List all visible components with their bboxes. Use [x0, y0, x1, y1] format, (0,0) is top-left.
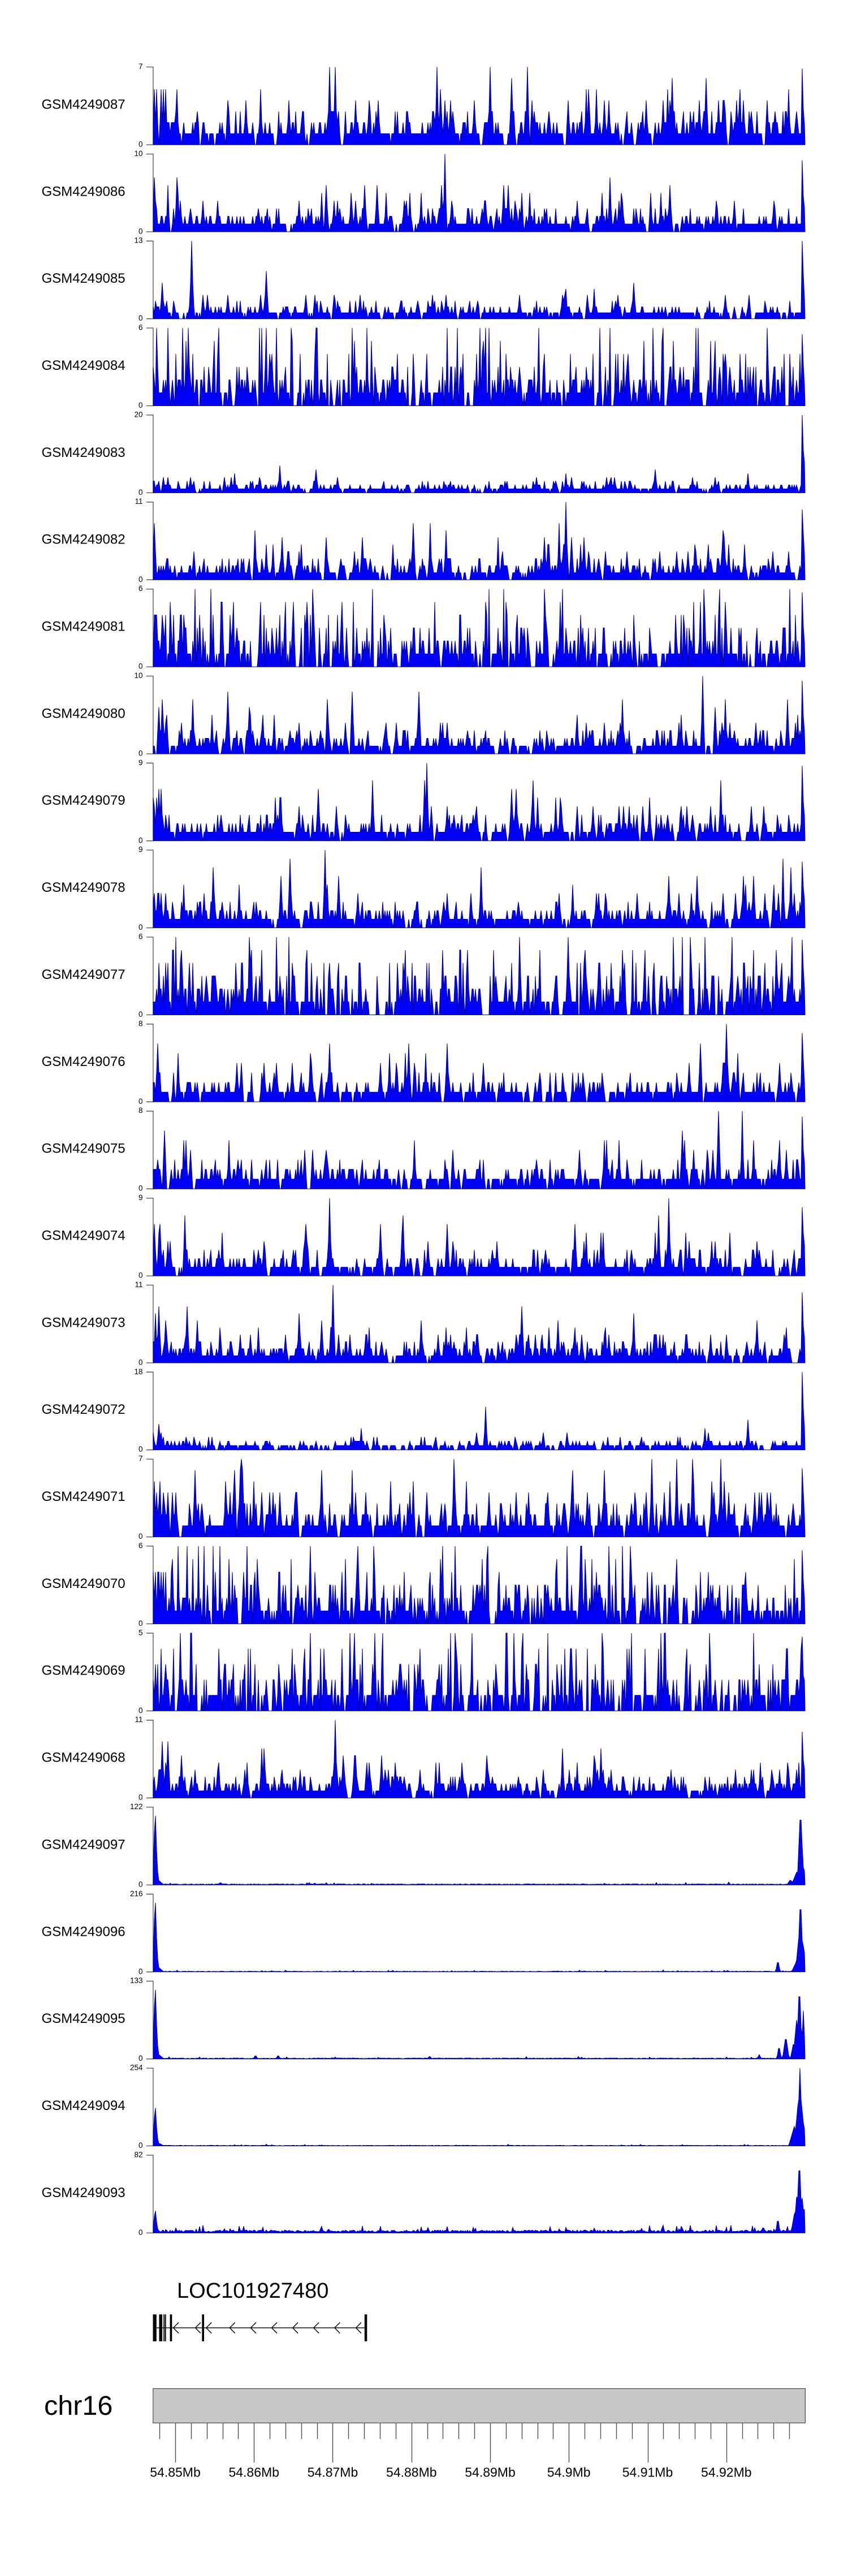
svg-text:0: 0 [139, 2141, 143, 2150]
svg-text:20: 20 [134, 410, 142, 418]
svg-text:0: 0 [139, 227, 143, 235]
svg-text:0: 0 [139, 314, 143, 322]
svg-text:GSM4249078: GSM4249078 [41, 880, 125, 895]
svg-text:0: 0 [139, 1880, 143, 1889]
svg-text:GSM4249084: GSM4249084 [41, 358, 125, 373]
svg-text:54.9Mb: 54.9Mb [547, 2465, 591, 2480]
svg-text:6: 6 [139, 323, 143, 332]
svg-text:6: 6 [139, 1541, 143, 1550]
svg-text:0: 0 [139, 1445, 143, 1453]
svg-text:GSM4249085: GSM4249085 [41, 271, 125, 286]
svg-text:0: 0 [139, 1532, 143, 1541]
svg-text:0: 0 [139, 1010, 143, 1019]
svg-text:11: 11 [135, 1280, 142, 1289]
svg-text:6: 6 [139, 584, 143, 593]
svg-text:GSM4249073: GSM4249073 [41, 1315, 125, 1330]
svg-text:122: 122 [130, 1802, 143, 1811]
svg-text:10: 10 [134, 671, 142, 680]
svg-text:0: 0 [139, 140, 143, 149]
svg-text:0: 0 [139, 401, 143, 409]
svg-text:54.88Mb: 54.88Mb [386, 2465, 437, 2480]
svg-text:chr16: chr16 [44, 2391, 113, 2421]
svg-text:216: 216 [130, 1889, 143, 1898]
svg-text:0: 0 [139, 1184, 143, 1193]
svg-text:82: 82 [134, 2150, 142, 2159]
svg-text:0: 0 [139, 575, 143, 584]
svg-text:0: 0 [139, 749, 143, 758]
svg-text:GSM4249072: GSM4249072 [41, 1402, 125, 1417]
svg-text:0: 0 [139, 1358, 143, 1366]
svg-text:GSM4249082: GSM4249082 [41, 532, 125, 547]
svg-text:9: 9 [139, 758, 143, 767]
svg-text:54.92Mb: 54.92Mb [701, 2465, 752, 2480]
svg-text:GSM4249071: GSM4249071 [41, 1489, 125, 1504]
svg-text:0: 0 [139, 1967, 143, 1975]
svg-text:9: 9 [139, 1193, 143, 1202]
svg-text:GSM4249096: GSM4249096 [41, 1924, 125, 1939]
svg-text:8: 8 [139, 1106, 143, 1115]
svg-text:GSM4249094: GSM4249094 [41, 2098, 125, 2113]
svg-text:GSM4249069: GSM4249069 [41, 1663, 125, 1679]
svg-text:9: 9 [139, 845, 143, 854]
svg-text:54.89Mb: 54.89Mb [465, 2465, 516, 2480]
svg-text:133: 133 [130, 1977, 143, 1985]
svg-text:10: 10 [134, 149, 142, 158]
svg-text:GSM4249080: GSM4249080 [41, 706, 125, 721]
svg-text:0: 0 [139, 662, 143, 671]
svg-text:GSM4249083: GSM4249083 [41, 445, 125, 460]
svg-text:54.87Mb: 54.87Mb [308, 2465, 358, 2480]
svg-text:GSM4249068: GSM4249068 [41, 1750, 125, 1766]
svg-text:GSM4249070: GSM4249070 [41, 1576, 125, 1591]
svg-text:GSM4249075: GSM4249075 [41, 1141, 125, 1157]
svg-text:0: 0 [139, 1271, 143, 1280]
svg-text:GSM4249086: GSM4249086 [41, 184, 125, 199]
svg-text:0: 0 [139, 2054, 143, 2062]
svg-text:LOC101927480: LOC101927480 [177, 2279, 328, 2303]
svg-text:0: 0 [139, 923, 143, 931]
svg-text:11: 11 [135, 1715, 142, 1724]
svg-text:8: 8 [139, 1019, 143, 1028]
svg-text:0: 0 [139, 1097, 143, 1106]
svg-text:7: 7 [139, 62, 143, 71]
svg-text:GSM4249079: GSM4249079 [41, 793, 125, 808]
svg-text:0: 0 [139, 1619, 143, 1628]
svg-text:GSM4249097: GSM4249097 [41, 1837, 125, 1852]
svg-text:54.85Mb: 54.85Mb [150, 2465, 201, 2480]
svg-text:54.86Mb: 54.86Mb [228, 2465, 279, 2480]
svg-text:0: 0 [139, 488, 143, 497]
svg-text:GSM4249087: GSM4249087 [41, 97, 125, 112]
svg-text:GSM4249074: GSM4249074 [41, 1228, 125, 1244]
svg-text:7: 7 [139, 1455, 143, 1463]
svg-text:0: 0 [139, 1706, 143, 1715]
svg-text:GSM4249093: GSM4249093 [41, 2185, 125, 2200]
svg-text:0: 0 [139, 1793, 143, 1802]
svg-text:54.91Mb: 54.91Mb [622, 2465, 673, 2480]
svg-text:5: 5 [139, 1628, 143, 1637]
svg-text:6: 6 [139, 933, 143, 941]
svg-text:0: 0 [139, 2228, 143, 2237]
svg-text:GSM4249076: GSM4249076 [41, 1054, 125, 1069]
svg-text:GSM4249095: GSM4249095 [41, 2011, 125, 2026]
svg-text:18: 18 [134, 1367, 142, 1376]
svg-text:GSM4249081: GSM4249081 [41, 619, 125, 635]
svg-text:0: 0 [139, 836, 143, 844]
svg-text:11: 11 [135, 497, 142, 506]
svg-text:13: 13 [134, 236, 142, 245]
svg-text:GSM4249077: GSM4249077 [41, 967, 125, 982]
svg-text:254: 254 [130, 2064, 143, 2072]
